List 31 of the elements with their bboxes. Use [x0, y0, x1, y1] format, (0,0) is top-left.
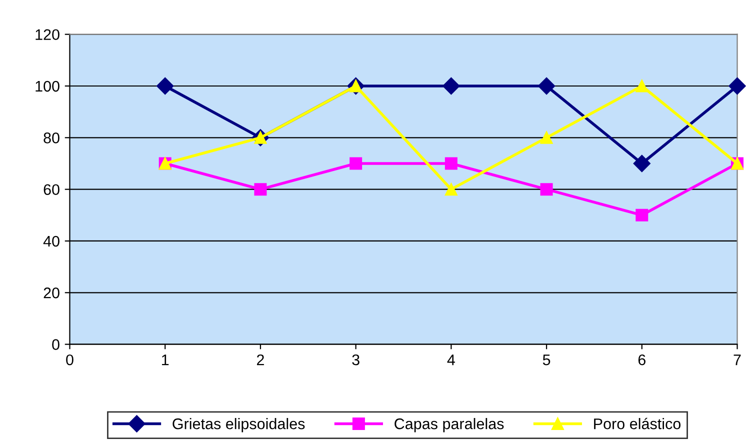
x-tick-label: 2	[256, 354, 264, 366]
legend-label: Capas paralelas	[394, 418, 504, 432]
legend-label: Grietas elipsoidales	[172, 418, 305, 432]
x-tick-label: 0	[66, 354, 74, 366]
x-tick-label: 6	[638, 354, 646, 366]
x-tick-label: 7	[734, 354, 741, 366]
point	[728, 77, 746, 95]
legend-label: Poro elástico	[594, 418, 681, 430]
y-tick-label: 0	[52, 339, 60, 350]
x-tick-label: 1	[162, 354, 169, 366]
y-tick-label: 40	[43, 236, 60, 247]
point	[636, 80, 648, 92]
point	[442, 77, 460, 95]
point	[254, 183, 267, 196]
y-tick-label: 20	[44, 288, 60, 298]
point	[444, 157, 458, 170]
point	[633, 154, 650, 172]
x-tick-label: 5	[542, 354, 550, 366]
y-tick-label: 100	[36, 80, 60, 92]
point	[444, 183, 458, 196]
x-tick-label: 4	[447, 354, 455, 366]
point	[636, 208, 648, 222]
y-tick-label: 120	[36, 29, 60, 40]
x-tick-label: 3	[352, 354, 360, 366]
y-tick-label: 60	[44, 184, 60, 196]
point	[350, 157, 362, 170]
point	[156, 77, 174, 95]
y-tick-label: 80	[44, 132, 60, 144]
point	[538, 77, 556, 95]
point	[540, 131, 553, 144]
point	[540, 183, 553, 196]
